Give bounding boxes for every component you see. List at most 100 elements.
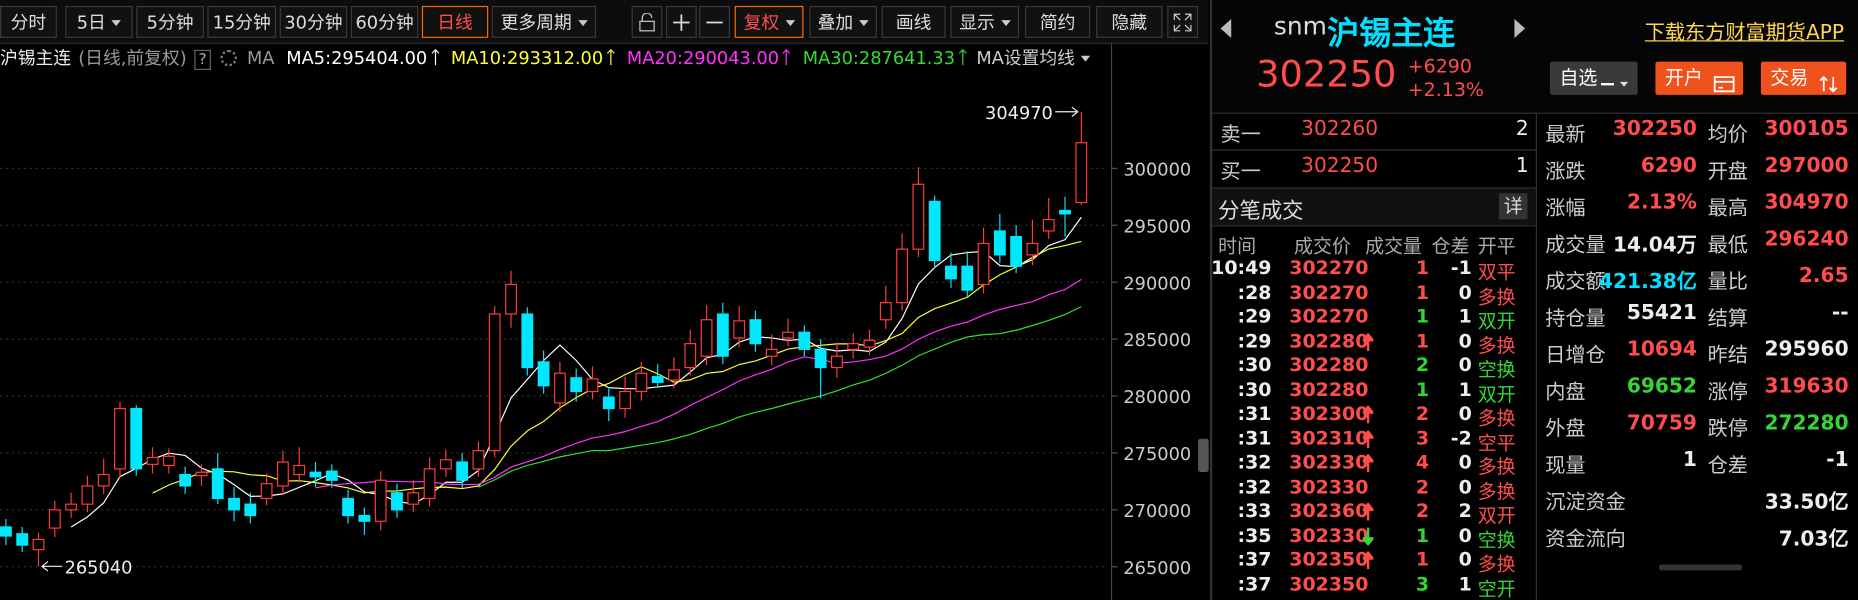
ma-settings: MA设置均线	[976, 47, 1090, 68]
down-arrow	[1360, 527, 1376, 546]
trade-price: 302350	[1289, 547, 1369, 571]
trades-title: 分笔成交	[1218, 199, 1304, 225]
button-label: 开户	[1664, 66, 1703, 89]
trade-time: :29	[1237, 304, 1272, 328]
stat-label: 资金流向	[1545, 527, 1626, 552]
candle-body	[146, 456, 159, 465]
next-arrow[interactable]	[1514, 18, 1526, 38]
ma-legend: MA5:295404.00	[286, 47, 428, 69]
trade-type: 多换	[1477, 552, 1516, 576]
candle-body	[1042, 218, 1055, 232]
candle-body	[782, 331, 794, 339]
stat-label: 开盘	[1707, 160, 1748, 184]
trade-volume: 2	[1415, 401, 1430, 425]
trade-type: 双开	[1477, 309, 1516, 333]
stat-label: 持仓量	[1545, 307, 1606, 331]
trade-type: 多换	[1477, 333, 1516, 357]
candle-body	[456, 461, 469, 481]
candle-body	[733, 320, 746, 339]
ma-arrow	[782, 46, 791, 72]
trade-price: 302300	[1289, 401, 1369, 425]
stat-value: 319630	[1764, 374, 1849, 399]
trades-header: 成交量	[1365, 234, 1423, 258]
stat-label: 涨跌	[1545, 160, 1586, 184]
period-tab[interactable]: 更多周期	[491, 5, 597, 38]
chart: 265000 270000 275000 280000 285000 290000 2950…	[0, 42, 1191, 600]
trade-time: :30	[1237, 353, 1272, 376]
stat-label: 均价	[1707, 123, 1748, 148]
lock-button[interactable]	[631, 5, 663, 38]
trade-price: 302360	[1289, 499, 1369, 522]
candle-body	[293, 464, 306, 476]
period-tab[interactable]: 5日	[65, 5, 133, 38]
button-label: 自选	[1559, 66, 1598, 89]
period-tab[interactable]: 60分钟	[350, 5, 419, 38]
stat-label: 内盘	[1545, 380, 1586, 405]
period-tab[interactable]: 分时	[0, 5, 57, 38]
tool-button[interactable]: 隐藏	[1096, 5, 1163, 38]
trade-type: 双开	[1477, 382, 1516, 405]
candle-body	[521, 313, 534, 369]
trade-time: :31	[1237, 401, 1272, 425]
y-tick-label: 280000	[1123, 387, 1191, 408]
button-icon	[1600, 70, 1629, 103]
ma-arrow	[958, 46, 967, 72]
up-arrow	[1360, 331, 1376, 351]
candle-body	[798, 331, 811, 350]
download-link[interactable]: 下载东方财富期货APP	[1644, 21, 1845, 46]
period-tab[interactable]: 5分钟	[136, 5, 204, 38]
stat-value: --	[1831, 301, 1849, 325]
minus-icon	[706, 21, 723, 24]
tool-button[interactable]: 显示	[950, 5, 1020, 38]
trade-diff: 0	[1458, 401, 1472, 425]
trade-type: 多换	[1477, 479, 1516, 503]
trade-price: 302310	[1289, 426, 1369, 449]
prev-arrow[interactable]	[1220, 18, 1232, 38]
candle-body	[423, 468, 436, 500]
trade-price: 302330	[1289, 523, 1369, 547]
period-tab[interactable]: 30分钟	[279, 5, 348, 38]
y-tick-label: 275000	[1123, 444, 1191, 465]
period-tab[interactable]: 15分钟	[207, 5, 277, 38]
candle-body	[602, 396, 615, 410]
separator	[1211, 187, 1536, 189]
header-bg	[1212, 0, 1858, 113]
trade-volume: 4	[1415, 450, 1430, 474]
trade-type: 空换	[1477, 528, 1516, 551]
arrow-icon	[958, 48, 967, 66]
ma-legend: MA30:287641.33	[802, 47, 956, 69]
zoom-out-button[interactable]	[699, 5, 730, 38]
stat-value: 6290	[1640, 154, 1697, 178]
trade-volume: 3	[1415, 426, 1430, 449]
candle-body	[48, 509, 61, 529]
ma-arrow	[606, 46, 615, 72]
period-tab[interactable]: 日线	[421, 5, 489, 38]
arrow-icon	[782, 48, 791, 66]
action-button[interactable]: 交易	[1760, 61, 1847, 95]
plus-icon	[673, 14, 690, 31]
zoom-in-button[interactable]	[665, 5, 697, 38]
detail-button[interactable]: 详	[1499, 193, 1528, 220]
y-tick-label: 265000	[1123, 558, 1191, 579]
candle-body	[553, 372, 566, 404]
fullscreen-button[interactable]	[1167, 5, 1199, 38]
tool-button[interactable]: 叠加	[809, 5, 877, 38]
trade-type: 空开	[1477, 576, 1516, 600]
trade-type: 双开	[1477, 503, 1516, 527]
trade-arrow	[1360, 453, 1376, 477]
action-button[interactable]: 自选	[1549, 61, 1638, 95]
stat-value: 33.50亿	[1764, 490, 1849, 515]
tool-button[interactable]: 画线	[881, 5, 946, 38]
tool-button[interactable]: 简约	[1025, 5, 1091, 38]
stat-label: 现量	[1545, 454, 1586, 478]
candle-body	[342, 497, 355, 517]
trade-time: :32	[1237, 474, 1272, 498]
tool-button[interactable]: 复权	[734, 5, 804, 38]
action-button[interactable]: 开户	[1655, 61, 1744, 95]
collapse-handle[interactable]	[1198, 438, 1209, 472]
trades-header: 开平	[1477, 234, 1516, 258]
ma-label: MA	[246, 47, 275, 69]
stat-label: 涨停	[1707, 380, 1748, 405]
trade-type: 多换	[1477, 285, 1516, 308]
